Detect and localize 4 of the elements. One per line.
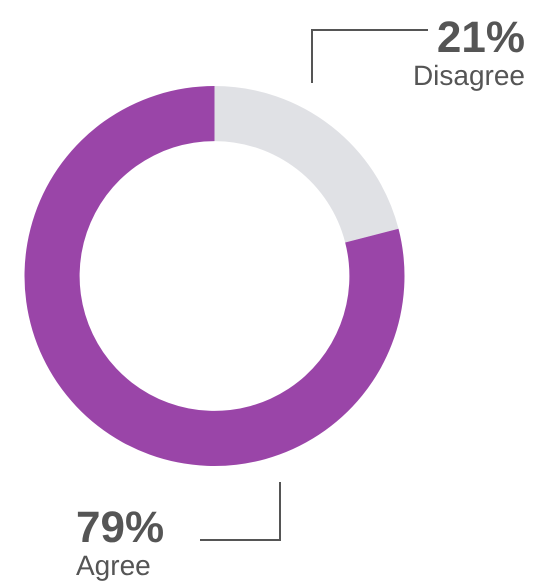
- slice-label: Agree: [76, 550, 151, 581]
- data-label: 21%: [436, 13, 525, 62]
- slice-label: Disagree: [412, 60, 525, 91]
- data-label: 79%: [76, 503, 164, 552]
